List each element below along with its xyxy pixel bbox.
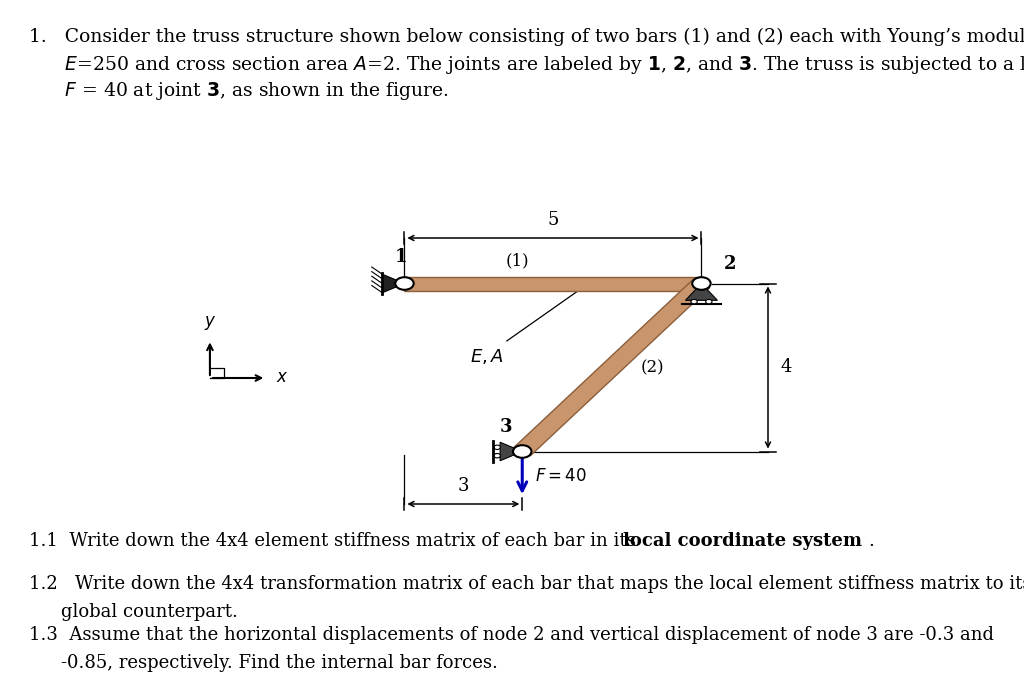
- Text: 1.3  Assume that the horizontal displacements of node 2 and vertical displacemen: 1.3 Assume that the horizontal displacem…: [29, 626, 993, 644]
- Text: 3: 3: [500, 418, 512, 436]
- Text: 1.1  Write down the 4x4 element stiffness matrix of each bar in its: 1.1 Write down the 4x4 element stiffness…: [29, 532, 641, 550]
- Text: (1): (1): [505, 253, 529, 270]
- Polygon shape: [404, 276, 701, 290]
- Text: 1.   Consider the truss structure shown below consisting of two bars (1) and (2): 1. Consider the truss structure shown be…: [29, 28, 1024, 46]
- Text: (2): (2): [641, 359, 665, 376]
- Text: local coordinate system: local coordinate system: [623, 532, 861, 550]
- Polygon shape: [382, 274, 404, 293]
- Circle shape: [494, 454, 501, 458]
- Text: $F$ = 40 at joint $\bf{3}$, as shown in the figure.: $F$ = 40 at joint $\bf{3}$, as shown in …: [29, 80, 449, 101]
- Polygon shape: [500, 442, 522, 461]
- Text: .: .: [868, 532, 874, 550]
- Circle shape: [691, 300, 697, 304]
- Text: 4: 4: [780, 358, 792, 377]
- Text: 1: 1: [395, 248, 408, 266]
- Circle shape: [395, 277, 414, 290]
- Text: global counterpart.: global counterpart.: [61, 603, 239, 622]
- Text: 1.2   Write down the 4x4 transformation matrix of each bar that maps the local e: 1.2 Write down the 4x4 transformation ma…: [29, 575, 1024, 594]
- Text: -0.85, respectively. Find the internal bar forces.: -0.85, respectively. Find the internal b…: [61, 654, 499, 672]
- Circle shape: [706, 300, 712, 304]
- Circle shape: [513, 445, 531, 458]
- Text: 5: 5: [547, 211, 559, 229]
- Circle shape: [494, 445, 501, 449]
- Text: 3: 3: [458, 477, 469, 495]
- Polygon shape: [514, 279, 710, 456]
- Text: $F=40$: $F=40$: [535, 468, 587, 485]
- Text: $E$=250 and cross section area $A$=2. The joints are labeled by $\bf{1}$, $\bf{2: $E$=250 and cross section area $A$=2. Th…: [29, 54, 1024, 76]
- Text: $E,A$: $E,A$: [470, 346, 503, 365]
- Text: $y$: $y$: [204, 314, 216, 332]
- Text: 2: 2: [724, 255, 736, 273]
- Text: $x$: $x$: [276, 370, 289, 386]
- Polygon shape: [685, 284, 718, 300]
- Circle shape: [692, 277, 711, 290]
